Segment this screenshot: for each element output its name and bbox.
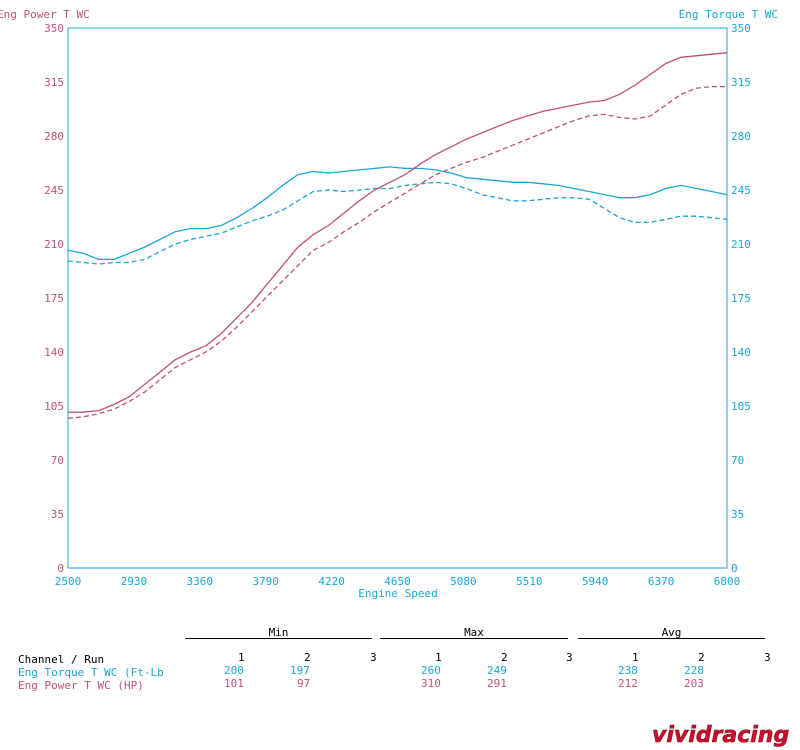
left-tick-label: 70 [51,454,64,467]
right-tick-label: 140 [731,346,751,359]
x-axis-title: Engine Speed [358,587,437,600]
stats-avg-title: Avg [661,626,682,639]
logo-text: vividracing [652,723,789,748]
x-tick-label: 2500 [55,575,82,588]
torque-row-label: Eng Torque T WC (Ft-Lb [18,666,164,679]
power-avg-run1: 212 [618,677,638,690]
left-tick-label: 280 [44,130,64,143]
avg-run-1: 1 [632,651,639,664]
left-tick-label: 105 [44,400,64,413]
left-tick-label: 140 [44,346,64,359]
torque-min-run1: 200 [224,664,244,677]
x-tick-label: 4650 [384,575,411,588]
right-tick-label: 175 [731,292,751,305]
torque-run-1-line [67,166,728,261]
max-run-3: 3 [566,651,573,664]
x-tick-label: 4220 [318,575,345,588]
avg-run-2: 2 [698,651,705,664]
x-tick-label: 5080 [450,575,477,588]
min-run-2: 2 [304,651,311,664]
right-tick-label: 35 [731,508,744,521]
right-tick-label: 350 [731,22,751,35]
power-row-label: Eng Power T WC (HP) [18,679,144,692]
power-min-run1: 101 [224,677,244,690]
max-run-1: 1 [435,651,442,664]
left-tick-label: 210 [44,238,64,251]
stats-min-title: Min [268,626,289,639]
right-tick-label: 105 [731,400,751,413]
left-tick-label: 350 [44,22,64,35]
left-tick-label: 245 [44,184,64,197]
x-tick-label: 5510 [516,575,543,588]
power-avg-run2: 203 [684,677,704,690]
left-tick-label: 35 [51,508,64,521]
torque-avg-run1: 238 [618,664,638,677]
x-tick-label: 2930 [121,575,148,588]
torque-max-run1: 260 [421,664,441,677]
power-max-run1: 310 [421,677,441,690]
left-tick-label: 315 [44,76,64,89]
torque-avg-run2: 228 [684,664,704,677]
avg-run-3: 3 [764,651,771,664]
x-tick-label: 6370 [648,575,675,588]
stats-min-rule [185,638,372,639]
x-tick-label: 3790 [252,575,279,588]
power-run-2-line [67,85,727,419]
right-tick-label: 0 [731,562,738,575]
x-tick-label: 5940 [582,575,609,588]
min-run-3: 3 [370,651,377,664]
min-run-1: 1 [238,651,245,664]
left-axis-title: Eng Power T WC [0,8,90,21]
left-tick-label: 0 [57,562,64,575]
left-tick-label: 175 [44,292,64,305]
torque-min-run2: 197 [290,664,310,677]
stats-table: Min Max Avg Channel / Run 1 2 3 1 2 3 1 … [0,618,800,750]
right-tick-label: 245 [731,184,751,197]
max-run-2: 2 [501,651,508,664]
torque-run-2-line [67,181,728,265]
channel-run-label: Channel / Run [18,653,105,666]
torque-max-run2: 249 [487,664,507,677]
stats-max-title: Max [464,626,484,639]
right-tick-label: 280 [731,130,751,143]
right-axis-title: Eng Torque T WC [679,8,778,21]
power-run-1-line [68,52,728,413]
vividracing-logo: vividracing [652,723,790,748]
dyno-chart: 0 35 70 105 140 175 210 245 280 315 350 0 35 70 105 140… [0,8,778,600]
right-tick-label: 70 [731,454,744,467]
stats-avg-rule [578,638,765,639]
power-min-run2: 97 [297,677,311,690]
plot-area [67,27,728,569]
power-max-run2: 291 [487,677,507,690]
x-tick-label: 3360 [187,575,214,588]
x-tick-label: 6800 [714,575,741,588]
stats-max-rule [380,638,568,639]
right-tick-label: 315 [731,76,751,89]
right-tick-label: 210 [731,238,751,251]
